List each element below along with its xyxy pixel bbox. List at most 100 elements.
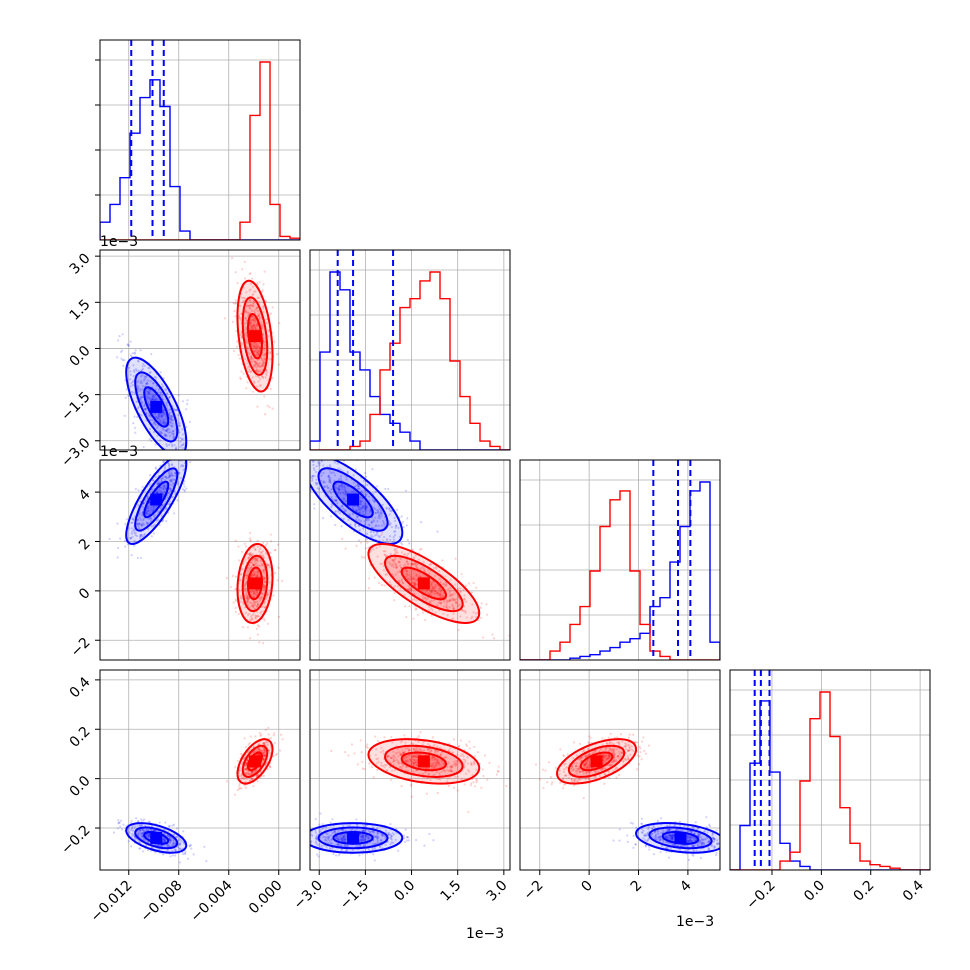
sample-point — [313, 507, 316, 510]
density-peak-red — [249, 577, 261, 590]
sample-point — [133, 539, 136, 542]
sample-point — [165, 519, 168, 523]
sample-point — [145, 412, 148, 415]
sample-point — [393, 534, 397, 537]
sample-point — [361, 839, 364, 842]
sample-point — [252, 302, 255, 306]
sample-point — [116, 522, 119, 525]
sample-point — [173, 443, 176, 447]
sample-point — [339, 492, 342, 495]
sample-point — [156, 417, 159, 420]
sample-point — [129, 537, 132, 540]
sample-point — [251, 553, 254, 556]
sample-point — [246, 600, 249, 604]
sample-point — [168, 476, 171, 479]
sample-point — [160, 414, 163, 418]
sample-point — [171, 452, 173, 454]
sample-point — [146, 510, 150, 513]
sample-point — [249, 561, 252, 564]
sample-point — [406, 588, 409, 591]
sample-point — [186, 455, 188, 457]
sample-point — [274, 548, 277, 552]
sample-point — [169, 417, 172, 421]
sample-point — [168, 487, 172, 490]
sample-point — [262, 758, 265, 761]
sample-point — [233, 793, 237, 796]
sample-point — [174, 471, 177, 474]
sample-point — [159, 393, 162, 396]
sample-point — [166, 428, 169, 431]
sample-point — [150, 535, 153, 538]
sample-point — [333, 830, 336, 834]
sample-point — [337, 843, 340, 846]
sample-point — [376, 833, 379, 836]
sample-point — [247, 365, 250, 368]
sample-point — [131, 517, 134, 520]
sample-point — [372, 519, 375, 522]
sample-point — [134, 431, 137, 434]
sample-point — [327, 455, 329, 457]
sample-point — [165, 434, 168, 438]
sample-point — [360, 838, 364, 842]
sample-point — [262, 541, 265, 544]
sample-point — [337, 467, 340, 470]
sample-point — [140, 818, 143, 821]
sample-point — [432, 566, 436, 570]
sample-point — [292, 442, 294, 444]
sample-point — [150, 846, 153, 849]
sample-point — [430, 589, 434, 592]
sample-point — [246, 366, 249, 370]
sample-point — [370, 521, 373, 525]
sample-point — [179, 476, 183, 479]
sample-point — [481, 636, 485, 639]
sample-point — [168, 428, 171, 431]
sample-point — [171, 443, 174, 446]
sample-point — [365, 538, 368, 541]
sample-point — [262, 307, 265, 310]
sample-point — [244, 310, 247, 313]
sample-point — [378, 545, 381, 548]
sample-point — [234, 539, 237, 542]
sample-point — [256, 405, 259, 408]
sample-point — [419, 568, 422, 571]
sample-point — [385, 537, 388, 541]
sample-point — [394, 524, 398, 527]
sample-point — [171, 415, 174, 418]
sample-point — [177, 472, 180, 475]
sample-point — [148, 371, 151, 374]
sample-point — [256, 749, 259, 752]
hist-panel-3 — [730, 670, 930, 870]
sample-point — [263, 741, 266, 745]
sample-point — [130, 532, 133, 535]
sample-point — [444, 584, 447, 587]
sample-point — [263, 344, 267, 347]
sample-point — [359, 835, 363, 838]
sample-point — [121, 333, 124, 336]
sample-point — [328, 478, 332, 481]
sample-point — [418, 575, 421, 578]
sample-point — [411, 582, 414, 585]
sample-point — [381, 539, 385, 542]
sample-point — [264, 544, 268, 547]
sample-point — [260, 563, 264, 566]
sample-point — [123, 358, 126, 362]
sample-point — [239, 376, 242, 379]
sample-point — [435, 567, 438, 570]
sample-point — [240, 600, 243, 603]
sample-point — [470, 591, 473, 594]
sample-point — [141, 384, 145, 388]
sample-point — [258, 749, 261, 752]
sample-point — [272, 594, 275, 597]
sample-point — [257, 380, 260, 383]
sample-point — [243, 260, 246, 264]
sample-point — [255, 600, 258, 603]
sample-point — [242, 299, 245, 302]
sample-point — [330, 503, 333, 506]
sample-point — [442, 600, 446, 603]
sample-point — [322, 464, 325, 467]
sample-point — [433, 592, 436, 595]
sample-point — [442, 582, 445, 586]
sample-point — [147, 834, 150, 837]
sample-point — [252, 563, 255, 567]
sample-point — [337, 486, 340, 490]
